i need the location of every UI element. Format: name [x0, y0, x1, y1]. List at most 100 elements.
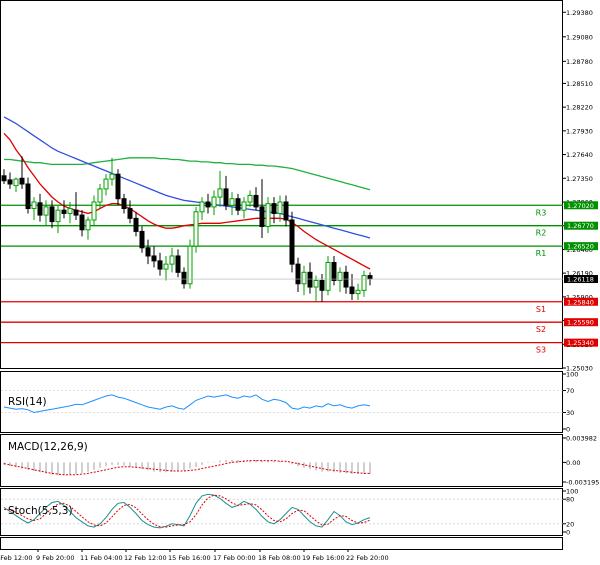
rsi-axis-tick-label: 70 [566, 387, 574, 395]
candle-body [259, 206, 265, 228]
candle-body [319, 279, 325, 291]
candle-body [343, 271, 349, 288]
candle-body [103, 178, 109, 190]
empty-pane-frame [0, 537, 563, 550]
candle-body [1, 175, 7, 182]
price-axis-tick-label: 1.29380 [566, 9, 593, 17]
stoch-axis-tick-label: 100 [566, 488, 578, 496]
candle-body [13, 178, 19, 187]
stoch-axis-tick-label: 0 [566, 529, 570, 537]
candle-body [313, 279, 319, 288]
price-axis-tick-label: 1.27930 [566, 127, 593, 135]
level-price-box [564, 221, 598, 230]
price-axis-tick-label: 1.27350 [566, 175, 593, 183]
stoch-label: Stoch(5,5,3) [8, 505, 73, 517]
time-tick-label: 9 Feb 12:00 [0, 554, 33, 562]
candle-body [265, 203, 271, 228]
level-price-s1: 1.25840 [567, 298, 594, 306]
candle-body [241, 201, 247, 211]
candle-body [91, 201, 97, 221]
price-axis-tick-label: 1.28220 [566, 104, 593, 112]
rsi-pane: RSI(14) 100 70 30 0 [0, 371, 578, 434]
candle-body [367, 275, 373, 280]
candle-body [43, 206, 49, 216]
candle-body [139, 230, 145, 249]
rsi-pane-frame [0, 371, 563, 433]
candle-body [67, 208, 73, 214]
candle-body [7, 179, 13, 185]
level-price-box [564, 338, 598, 347]
level-price-box [564, 201, 598, 210]
stoch-pane-frame [0, 488, 563, 536]
candle-body [121, 198, 127, 210]
level-price-box [564, 297, 598, 306]
candle-body [163, 263, 169, 270]
rsi-axis-tick-label: 0 [566, 426, 570, 434]
price-axis-tick-label: 1.26190 [566, 270, 593, 278]
time-tick-label: 17 Feb 00:00 [213, 554, 256, 562]
stoch-k-line [3, 493, 371, 529]
price-axis-tick-label: 1.28780 [566, 58, 593, 66]
candle-body [79, 214, 85, 231]
level-price-s3: 1.25340 [567, 339, 594, 347]
current-price-label: 1.26118 [567, 276, 594, 284]
time-tick-label: 11 Feb 04:00 [80, 554, 123, 562]
candle-body [331, 262, 337, 281]
time-tick-label: 18 Feb 08:00 [258, 554, 301, 562]
macd-axis-tick-label: 0.003982 [566, 435, 597, 443]
candle-body [151, 255, 157, 262]
level-label-r1: R1 [536, 249, 547, 258]
time-tick-label: 19 Feb 16:00 [302, 554, 345, 562]
time-tick-label: 9 Feb 20:00 [36, 554, 75, 562]
macd-signal-line [3, 460, 370, 476]
level-price-r1: 1.26520 [567, 243, 594, 251]
candle-body [127, 208, 133, 219]
candle-body [277, 201, 283, 214]
candle-body [187, 245, 193, 285]
price-axis-tick-label: 1.29080 [566, 33, 593, 41]
candle-body [193, 211, 199, 247]
candle-body [295, 263, 301, 285]
candle-body [73, 209, 79, 216]
level-price-box [564, 318, 598, 327]
candle-body [169, 255, 175, 265]
candle-body [31, 201, 37, 210]
candle-body [49, 206, 55, 223]
candle-body [271, 203, 277, 214]
level-price-r3: 1.27020 [567, 202, 594, 210]
rsi-line [3, 394, 371, 414]
candle-body [61, 209, 67, 214]
candle-body [289, 219, 295, 265]
level-label-r3: R3 [536, 208, 547, 217]
candle-body [19, 177, 25, 185]
candle-body [175, 255, 181, 273]
macd-pane-frame [0, 434, 563, 487]
level-price-box [564, 242, 598, 251]
candle-body [223, 188, 229, 206]
level-label-s3: S3 [536, 346, 546, 355]
candle-body [133, 217, 139, 232]
candle-body [283, 201, 289, 221]
rsi-label: RSI(14) [8, 396, 47, 408]
candle-body [247, 194, 253, 203]
candle-body [55, 209, 61, 223]
candle-body [217, 188, 223, 198]
level-price-r2: 1.26770 [567, 222, 594, 230]
candle-body [355, 289, 361, 295]
candle-body [325, 262, 331, 291]
candle-body [199, 201, 205, 213]
rsi-axis-tick-label: 30 [566, 409, 574, 417]
stoch-axis-tick-label: 20 [566, 520, 574, 528]
candle-body [97, 188, 103, 203]
stoch-axis-tick-label: 80 [566, 496, 574, 504]
ma-fast-line [3, 132, 371, 270]
candle-body [205, 201, 211, 208]
ma-mid-line [3, 116, 371, 239]
candle-body [235, 198, 241, 211]
macd-label: MACD(12,26,9) [8, 441, 88, 453]
ma-slow-line [4, 157, 371, 191]
stoch-d-line [3, 494, 371, 528]
candle-body [211, 196, 217, 208]
